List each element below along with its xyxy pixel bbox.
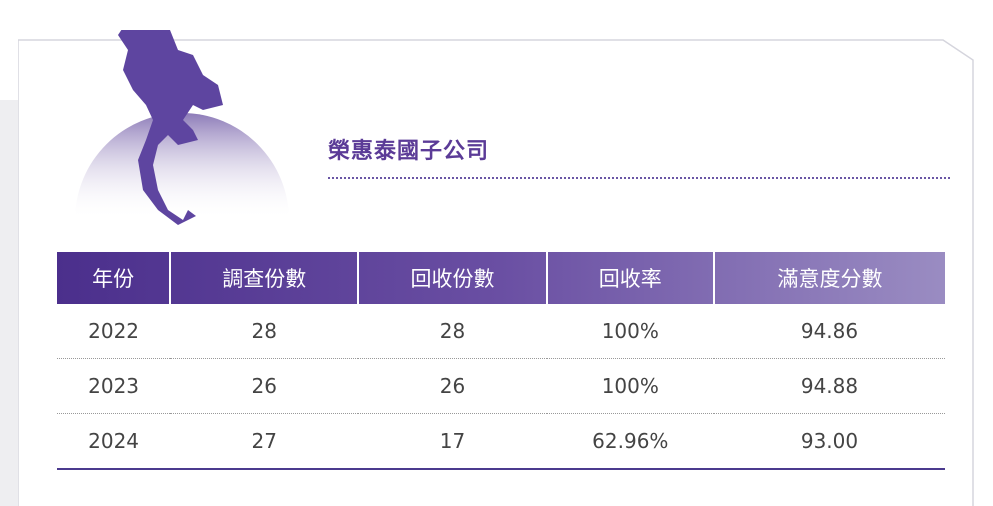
table-cell: 26 (170, 358, 359, 414)
header-cell: 年份 (92, 267, 135, 291)
title: 榮惠泰國子公司 (328, 139, 490, 164)
table-cell: 28 (170, 304, 359, 359)
data-table: 年份 調查份數 回收份數 回收率 滿意度分數 2022 28 28 100% 94.86 2023… (57, 252, 945, 470)
table-cell: 2022 (57, 304, 171, 359)
table-row: 2022 28 28 100% 94.86 (57, 304, 945, 359)
table-cell: 26 (358, 358, 547, 414)
header-cell: 調查份數 (169, 252, 359, 304)
table-row: 2023 26 26 100% 94.88 (57, 358, 945, 414)
table-cell: 28 (358, 304, 547, 359)
header-cell: 滿意度分數 (712, 252, 945, 304)
table-cell: 27 (170, 413, 359, 470)
table-cell: 94.88 (713, 358, 945, 414)
table-cell: 100% (546, 304, 714, 359)
divider (328, 177, 950, 179)
table-cell: 2024 (57, 413, 171, 470)
table-cell: 17 (358, 413, 547, 470)
header-cell: 回收率 (545, 252, 714, 304)
header-cell: 回收份數 (357, 252, 547, 304)
table-cell: 93.00 (713, 413, 945, 470)
table-cell: 94.86 (713, 304, 945, 359)
card-frame (18, 30, 974, 506)
header-row: 年份 調查份數 回收份數 回收率 滿意度分數 (57, 252, 945, 304)
table-row: 2024 27 17 62.96% 93.00 (57, 413, 945, 470)
table-cell: 2023 (57, 358, 171, 414)
side-strip (0, 100, 18, 506)
table-cell: 100% (546, 358, 714, 414)
table-body: 2022 28 28 100% 94.86 2023 26 26 100% 94.88 2024 27… (57, 304, 945, 470)
table-cell: 62.96% (546, 413, 714, 470)
